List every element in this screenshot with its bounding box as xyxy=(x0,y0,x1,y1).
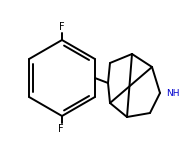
Text: F: F xyxy=(58,124,64,134)
Text: F: F xyxy=(59,22,65,32)
Text: NH: NH xyxy=(166,88,179,98)
